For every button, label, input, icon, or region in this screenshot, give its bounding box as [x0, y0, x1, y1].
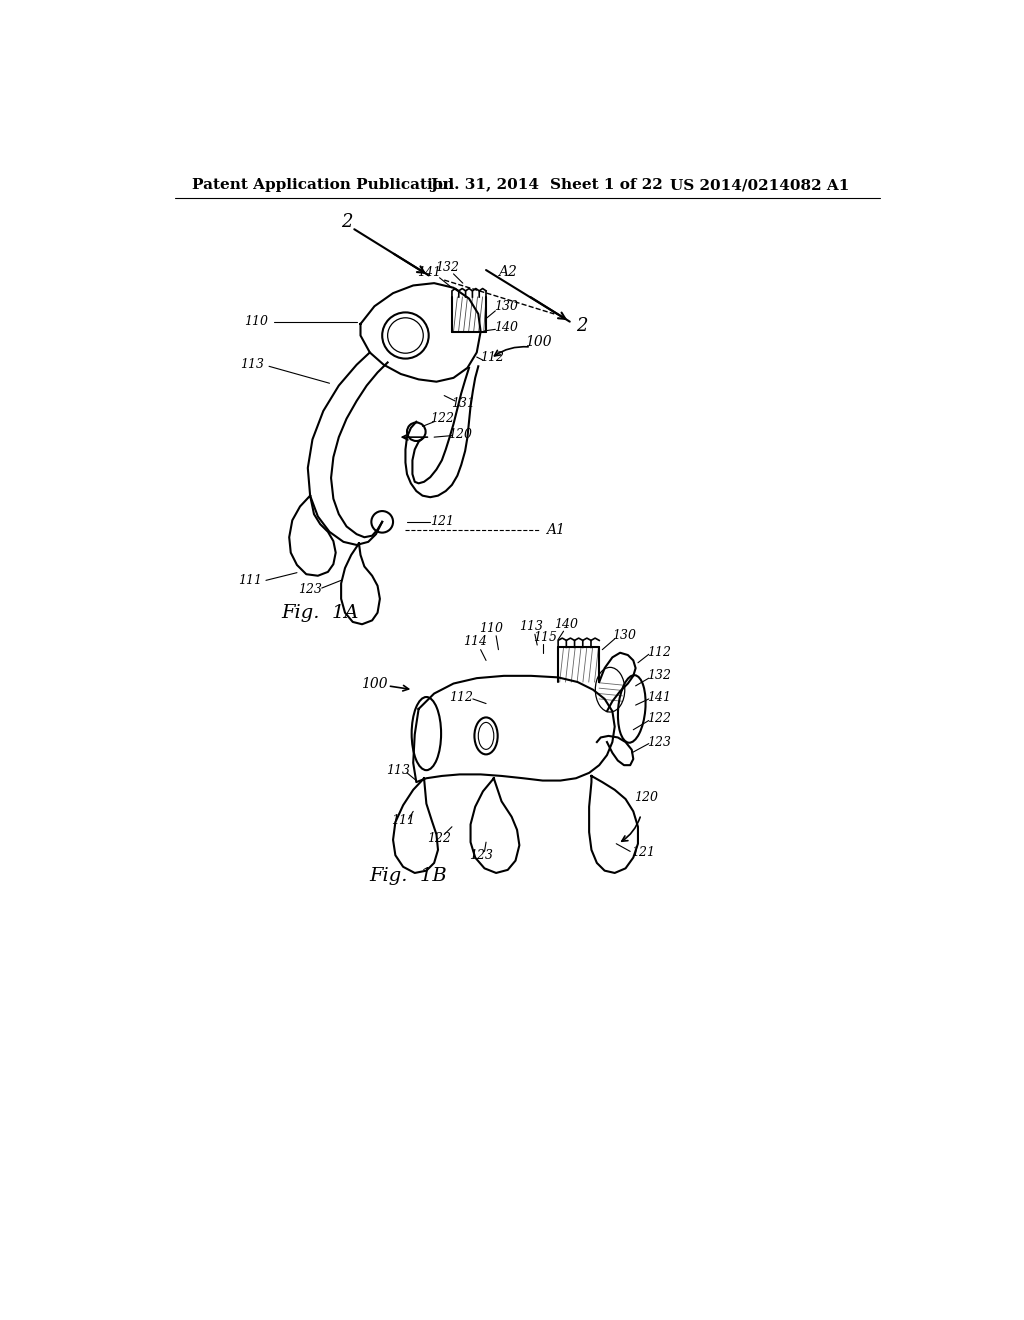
Text: 110: 110: [478, 622, 503, 635]
Text: 112: 112: [480, 351, 504, 363]
Text: 113: 113: [240, 358, 264, 371]
Text: 114: 114: [463, 635, 487, 648]
Text: US 2014/0214082 A1: US 2014/0214082 A1: [671, 178, 850, 193]
Text: 110: 110: [244, 315, 268, 329]
Text: 123: 123: [298, 583, 323, 597]
Text: 112: 112: [647, 647, 671, 659]
Text: 130: 130: [612, 630, 636, 643]
Text: 112: 112: [450, 690, 473, 704]
Text: Fig.  1B: Fig. 1B: [370, 867, 447, 884]
Text: Fig.  1A: Fig. 1A: [282, 603, 359, 622]
Text: 121: 121: [430, 515, 454, 528]
Text: 122: 122: [647, 713, 671, 726]
Text: Jul. 31, 2014: Jul. 31, 2014: [430, 178, 540, 193]
Text: Sheet 1 of 22: Sheet 1 of 22: [550, 178, 664, 193]
Text: 141: 141: [417, 265, 440, 279]
Text: 113: 113: [519, 620, 543, 634]
Text: 115: 115: [532, 631, 557, 644]
Text: 140: 140: [495, 321, 518, 334]
Text: 130: 130: [495, 300, 518, 313]
Text: 141: 141: [647, 690, 671, 704]
Text: 100: 100: [525, 335, 552, 348]
Text: 111: 111: [391, 814, 415, 828]
Text: 132: 132: [647, 669, 671, 682]
Text: 123: 123: [647, 735, 671, 748]
Text: 111: 111: [239, 574, 262, 587]
Text: 123: 123: [469, 849, 493, 862]
Text: A2: A2: [499, 265, 517, 280]
Text: 2: 2: [575, 317, 587, 335]
Text: 100: 100: [361, 677, 388, 690]
Text: A1: A1: [547, 523, 565, 536]
Text: 122: 122: [430, 412, 454, 425]
Text: 122: 122: [428, 832, 452, 845]
Text: 120: 120: [447, 428, 472, 441]
Text: 132: 132: [435, 261, 460, 275]
Text: 113: 113: [386, 764, 410, 777]
Text: 140: 140: [554, 618, 578, 631]
Text: 2: 2: [342, 213, 353, 231]
Text: Patent Application Publication: Patent Application Publication: [191, 178, 454, 193]
Text: 121: 121: [632, 846, 655, 859]
Text: 131: 131: [451, 397, 475, 409]
Text: 120: 120: [634, 791, 657, 804]
